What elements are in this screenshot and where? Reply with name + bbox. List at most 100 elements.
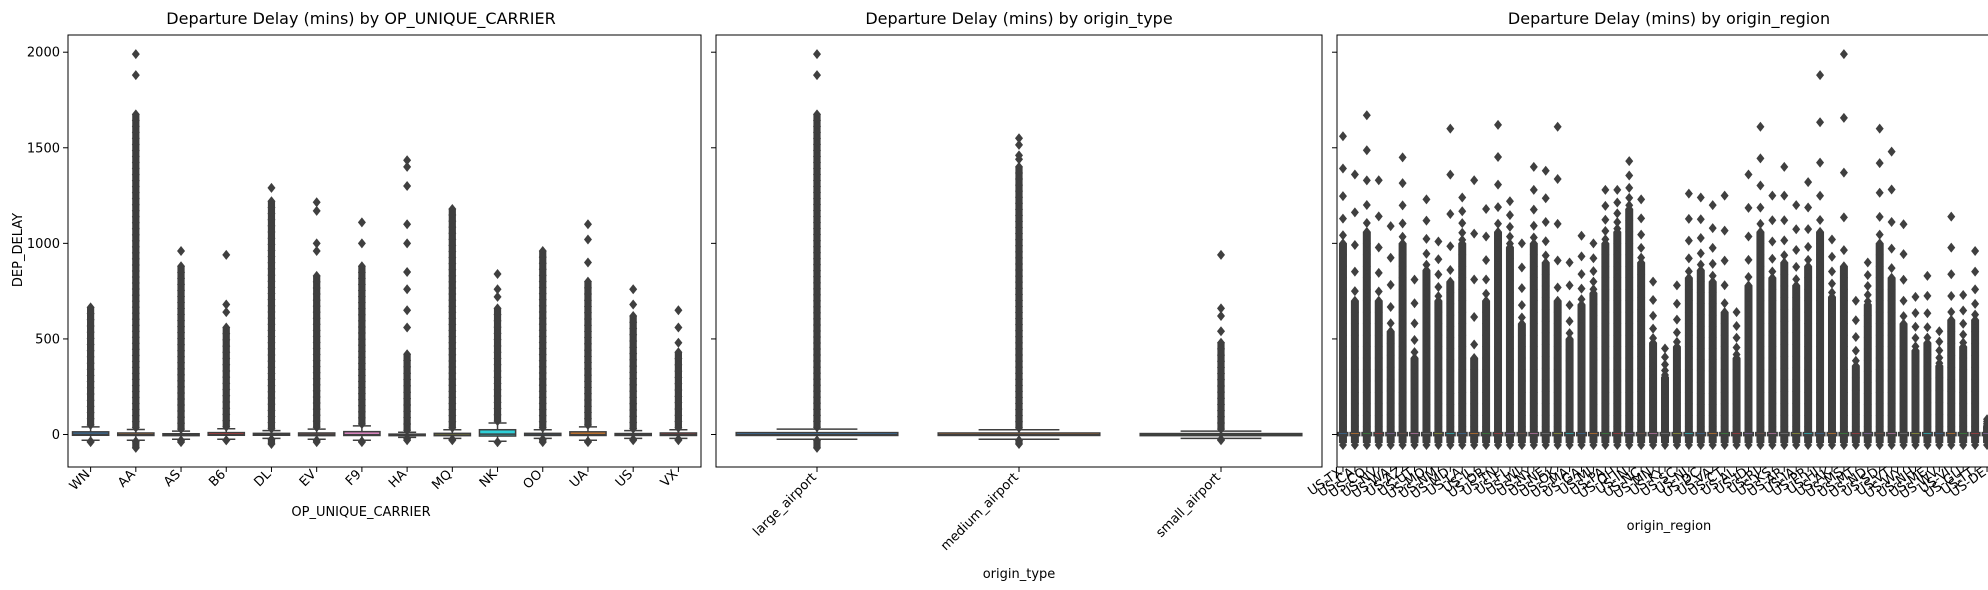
outlier-point (1398, 231, 1407, 242)
outlier-point (1804, 353, 1813, 364)
outlier-point (1959, 353, 1968, 364)
outlier-point (1732, 349, 1741, 360)
outlier-point (403, 284, 412, 295)
outlier-point (1398, 249, 1407, 260)
outlier-point (177, 369, 186, 380)
box (1373, 428, 1385, 441)
outlier-point (1720, 364, 1729, 375)
outlier-point (403, 161, 412, 172)
outlier-point (583, 307, 592, 318)
outlier-point (1446, 321, 1455, 332)
outlier-point (583, 326, 592, 337)
outlier-point (1971, 298, 1980, 309)
box (297, 428, 336, 441)
outlier-point (1947, 211, 1956, 222)
x-tick-label: US (613, 467, 636, 490)
outlier-point (1637, 398, 1646, 409)
outlier-point (312, 398, 321, 409)
outlier-point (1553, 330, 1562, 341)
outlier-column (1589, 238, 1598, 451)
outlier-point (312, 367, 321, 378)
outlier-point (1839, 364, 1848, 375)
outlier-point (1708, 440, 1717, 451)
outlier-point (177, 267, 186, 278)
outlier-point (1756, 353, 1765, 364)
outlier-point (357, 406, 366, 417)
outlier-point (1613, 375, 1622, 386)
outlier-point (131, 223, 140, 234)
outlier-point (1541, 398, 1550, 409)
outlier-point (1625, 261, 1634, 272)
box (1683, 428, 1695, 441)
outlier-point (131, 265, 140, 276)
outlier-point (1935, 440, 1944, 451)
outlier-point (1470, 387, 1479, 398)
outlier-point (1422, 365, 1431, 376)
outlier-point (312, 197, 321, 208)
outlier-point (177, 327, 186, 338)
outlier-point (1756, 318, 1765, 329)
outlier-point (1696, 332, 1705, 343)
outlier-point (1015, 198, 1023, 209)
outlier-point (1613, 353, 1622, 364)
outlier-point (1505, 287, 1514, 298)
outlier-point (1708, 410, 1717, 421)
outlier-point (267, 439, 276, 450)
outlier-point (1792, 244, 1801, 255)
outlier-point (1529, 204, 1538, 215)
outlier-point (1625, 156, 1634, 167)
outlier-point (131, 241, 140, 252)
outlier-point (1015, 186, 1023, 197)
outlier-point (1899, 410, 1908, 421)
outlier-point (267, 245, 276, 256)
outlier-point (1505, 332, 1514, 343)
outlier-point (1434, 282, 1443, 293)
x-tick-label: AS (161, 467, 184, 490)
outlier-point (1768, 284, 1777, 295)
outlier-point (813, 235, 821, 246)
outlier-point (1553, 353, 1562, 364)
outlier-point (1482, 288, 1491, 299)
outlier-point (493, 372, 502, 383)
outlier-point (538, 380, 547, 391)
outlier-point (1517, 353, 1526, 364)
outlier-point (1015, 380, 1023, 391)
outlier-point (629, 398, 638, 409)
outlier-point (1637, 242, 1646, 253)
outlier-point (1338, 353, 1347, 364)
outlier-point (267, 239, 276, 250)
outlier-point (1589, 399, 1598, 410)
outlier-point (131, 392, 140, 403)
outlier-point (1792, 410, 1801, 421)
outlier-point (1015, 349, 1023, 360)
y-axis-label: DEP_DELAY (11, 213, 26, 287)
outlier-point (629, 354, 638, 365)
outlier-point (1374, 295, 1383, 306)
outlier-point (448, 301, 457, 312)
outlier-point (813, 181, 821, 192)
outlier-point (1625, 249, 1634, 260)
outlier-point (1015, 362, 1023, 373)
outlier-point (1577, 294, 1586, 305)
outlier-point (1422, 287, 1431, 298)
outlier-point (1827, 410, 1836, 421)
outlier-point (1923, 361, 1932, 372)
outlier-point (1338, 230, 1347, 241)
outlier-point (1613, 341, 1622, 352)
outlier-point (1398, 330, 1407, 341)
outlier-point (1816, 307, 1825, 318)
outlier-point (267, 417, 276, 428)
outlier-point (1661, 397, 1669, 408)
outlier-point (1875, 211, 1884, 222)
outlier-point (1804, 341, 1813, 352)
box (1659, 428, 1671, 441)
outlier-point (1816, 70, 1825, 81)
outlier-point (222, 359, 231, 370)
outlier-point (1684, 353, 1693, 364)
outlier-point (1482, 387, 1491, 398)
outlier-point (1792, 261, 1801, 272)
outlier-point (1338, 330, 1347, 341)
outlier-point (1338, 440, 1347, 451)
outlier-column (1350, 169, 1359, 451)
outlier-point (403, 412, 412, 423)
